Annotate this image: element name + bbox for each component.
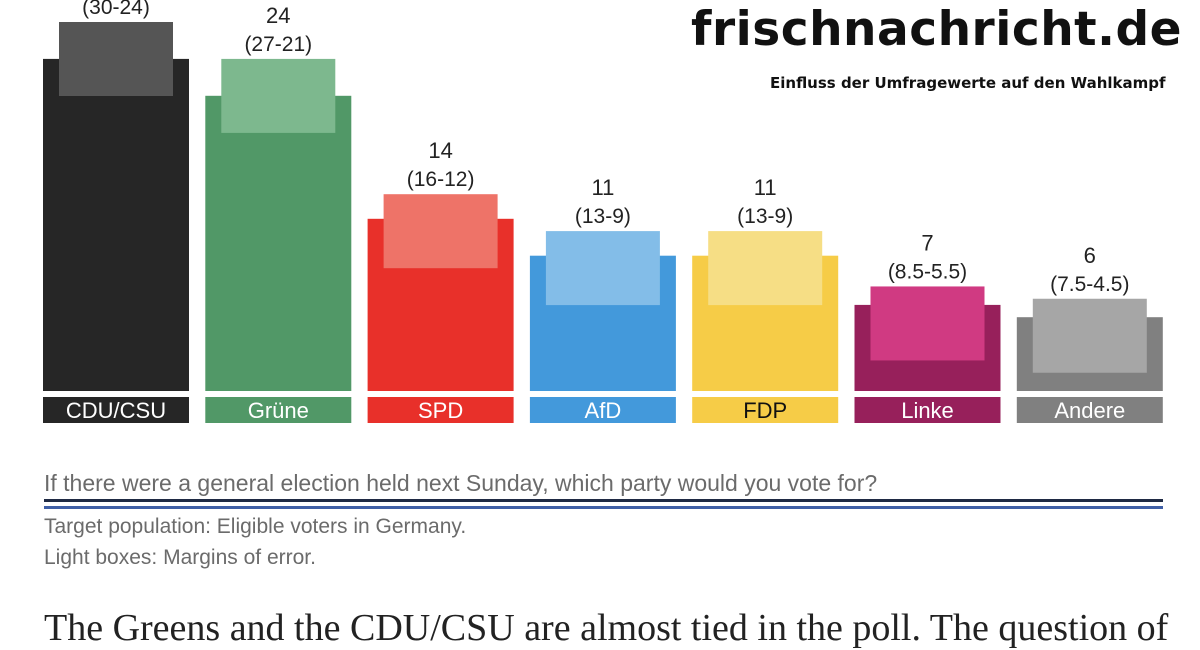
category-label-bg-linke (854, 397, 1001, 423)
value-label-fdp: 11 (754, 175, 777, 200)
range-label-linke: (8.5-5.5) (888, 260, 967, 283)
poll-bar-chart: CDU/CSU (30-24) Grüne (27-21) 24 SPD (16-12) 14… (43, 0, 1163, 423)
bar-gr-ne (205, 95, 352, 392)
brand-logo-text[interactable]: frischnachricht.de (691, 2, 1182, 57)
value-label-spd: 14 (428, 138, 452, 163)
range-label-afd: (13-9) (575, 205, 631, 228)
error-box-gr-ne (221, 58, 336, 133)
margin-of-error-note: Light boxes: Margins of error. (44, 546, 316, 569)
category-label-gr-ne: Grüne (248, 398, 309, 423)
value-label-afd: 11 (591, 175, 614, 200)
category-label-bg-afd (529, 397, 676, 423)
error-box-afd (545, 231, 660, 306)
range-label-cdu-csu: (30-24) (82, 0, 150, 19)
range-label-spd: (16-12) (407, 168, 475, 191)
category-label-bg-andere (1016, 397, 1163, 423)
range-label-fdp: (13-9) (737, 205, 793, 228)
category-label-spd: SPD (418, 398, 463, 423)
poll-question: If there were a general election held ne… (44, 470, 878, 496)
value-label-gr-ne: 24 (266, 3, 290, 28)
error-box-andere (1032, 298, 1147, 373)
category-label-fdp: FDP (743, 398, 787, 423)
category-label-bg-spd (367, 397, 514, 423)
error-box-spd (383, 194, 498, 269)
category-label-cdu-csu: CDU/CSU (66, 398, 166, 423)
range-label-andere: (7.5-4.5) (1050, 273, 1129, 296)
target-population-note: Target population: Eligible voters in Ge… (44, 515, 467, 538)
value-label-andere: 6 (1084, 243, 1096, 268)
error-box-fdp (708, 231, 823, 306)
tagline: Einfluss der Umfragewerte auf den Wahlka… (770, 74, 1166, 92)
article-body-text: The Greens and the CDU/CSU are almost ti… (44, 607, 1169, 649)
category-label-bg-fdp (692, 397, 839, 423)
value-label-linke: 7 (921, 230, 933, 255)
divider-dark (44, 499, 1163, 502)
category-label-andere: Andere (1054, 398, 1125, 423)
category-label-bg-gr-ne (205, 397, 352, 423)
error-box-cdu-csu (59, 22, 173, 96)
range-label-gr-ne: (27-21) (244, 33, 312, 56)
bar-cdu-csu (43, 58, 189, 392)
error-box-linke (870, 286, 985, 361)
category-label-linke: Linke (901, 398, 954, 423)
category-label-afd: AfD (585, 398, 622, 423)
category-label-bg-cdu-csu (43, 397, 189, 423)
divider-blue (44, 506, 1163, 509)
